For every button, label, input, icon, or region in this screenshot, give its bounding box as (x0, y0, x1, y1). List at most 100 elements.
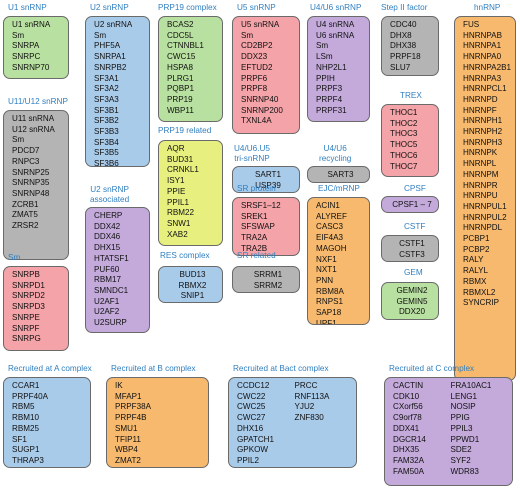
sm-title: Sm (8, 253, 21, 262)
protein-label: SNRNP35 (12, 178, 50, 188)
protein-label: U5 snRNA (241, 20, 280, 29)
protein-label: BUD31 (167, 154, 194, 164)
protein-label: RBM8A (316, 286, 344, 296)
protein-label: SF3A2 (94, 84, 119, 94)
u4u6rec-title-line: recycling (319, 154, 352, 163)
protein-label: PRPF4B (115, 413, 147, 423)
protein-label: CXorf56 (393, 402, 423, 412)
protein-label: SART3 (327, 170, 354, 179)
protein-label: CWC27 (237, 413, 266, 423)
protein-label: SAP18 (316, 308, 342, 318)
protein-label: PRP19 (167, 94, 193, 104)
protein-label: ZMAT2 (115, 455, 141, 465)
cstf-box: CSTF1 CSTF3 (381, 235, 439, 262)
protein-label: XAB2 (167, 229, 188, 239)
srrel-title: SR related (237, 251, 276, 260)
protein-label: C9orf78 (393, 413, 422, 423)
protein-label: LENG1 (450, 391, 478, 401)
prp19rel-title: PRP19 related (158, 126, 212, 135)
protein-label: DDX20 (398, 307, 426, 317)
u2-box: U2 snRNA Sm PHF5A SNRPA1 SNRPB2 SF3A1 SF3A2 SF3… (85, 16, 150, 167)
protein-label: HNRNPA0 (463, 52, 502, 62)
u4u6rec-box: SART3 (307, 166, 370, 183)
protein-label: ZCRB1 (12, 199, 39, 209)
cpsf-title: CPSF (404, 184, 426, 193)
protein-label: CWC22 (237, 391, 266, 401)
protein-label: ZNF830 (294, 413, 324, 423)
protein-label: THOC5 (390, 140, 418, 150)
protein-label: GPKOW (237, 445, 269, 455)
protein-label: SNRPE (12, 312, 40, 322)
protein-label: DHX16 (237, 423, 264, 433)
protein-label: HNRNPD (463, 94, 498, 104)
protein-label: PRPF40A (12, 391, 48, 401)
protein-label: DDX23 (241, 52, 268, 62)
protein-label: SFSWAP (241, 222, 275, 232)
protein-label: SYNCRIP (463, 298, 499, 308)
protein-label: SF3B5 (94, 148, 119, 158)
protein-label: SNRPA1 (94, 52, 126, 62)
protein-label: DDX41 (393, 423, 420, 433)
protein-label: PLRG1 (167, 73, 194, 83)
u4u6-title: U4/U6 snRNP (310, 3, 362, 12)
protein-label: Sm (316, 41, 329, 51)
protein-label: U11 snRNA (12, 114, 55, 123)
res-box: BUD13 RBMX2 SNIP1 (158, 266, 223, 303)
protein-label: CCDC12 (237, 381, 270, 390)
trex-title: TREX (400, 91, 422, 100)
protein-label: NXF1 (316, 254, 337, 264)
protein-label: PPIL2 (237, 455, 260, 465)
protein-label: U2AF1 (94, 296, 120, 306)
protein-label: NOSIP (450, 402, 476, 412)
protein-label: CCAR1 (12, 381, 40, 390)
protein-label: HNRNPA3 (463, 73, 502, 83)
u5-title: U5 snRNP (237, 3, 276, 12)
protein-label: SF1 (12, 434, 27, 444)
protein-label: PPWD1 (450, 434, 480, 444)
protein-label: PUF60 (94, 264, 120, 274)
res-title: RES complex (160, 251, 210, 260)
protein-label: SNRNP40 (241, 94, 279, 104)
protein-label: HSPA8 (167, 62, 193, 72)
recA-box: CCAR1 PRPF40A RBM5 RBM10 RBM25 SF1 SUGP1 THRAP3 (3, 377, 91, 468)
protein-label: SRRM2 (253, 280, 283, 290)
protein-label: TFIP11 (115, 434, 141, 444)
protein-label: USP39 (255, 180, 281, 190)
recB-box: IK MFAP1 PRPF38A PRPF4B SMU1 TFIP11 WBP4 ZMAT2 (106, 377, 209, 468)
protein-label: RALYL (463, 266, 489, 276)
protein-label: RNPC3 (12, 156, 40, 166)
protein-label: RBM22 (167, 208, 194, 218)
protein-label: SNRPG (12, 334, 41, 344)
protein-label: RNF113A (294, 391, 330, 401)
protein-label: U1 snRNA (12, 20, 51, 29)
protein-label: U2 snRNA (94, 20, 133, 29)
protein-label: SRSF1–12 (241, 201, 281, 210)
u4u6u5-title-line: tri-snRNP (234, 154, 270, 163)
protein-label: NXT1 (316, 265, 337, 275)
u2assoc-title: U2 snRNP associated (90, 185, 129, 205)
protein-label: THOC7 (390, 161, 418, 171)
protein-label: BCAS2 (167, 20, 194, 29)
protein-label: FAM32A (393, 455, 425, 465)
u4u6rec-title: U4/U6 recycling (319, 144, 351, 164)
protein-label: HNRNPUL1 (463, 201, 507, 211)
protein-label: PRPF38A (115, 402, 151, 412)
protein-label: SNW1 (167, 218, 191, 228)
protein-label: SF3B1 (94, 105, 119, 115)
protein-label: SNRPD1 (12, 280, 45, 290)
protein-label: SF3B4 (94, 137, 119, 147)
protein-label: ACIN1 (316, 201, 340, 210)
recBact-box: CCDC12 CWC22 CWC25 CWC27 DHX16 GPATCH1 GPKOW PP… (228, 377, 357, 468)
protein-label: RBMX2 (178, 280, 207, 290)
u1-box: U1 snRNA Sm SNRPA SNRPC SNRNP70 (3, 16, 69, 79)
protein-label: THOC6 (390, 150, 418, 160)
protein-label: PPIL1 (167, 197, 190, 207)
protein-label: PRPF3 (316, 84, 343, 94)
protein-label: CSTF1 (399, 239, 425, 248)
protein-label: HNRNPM (463, 169, 499, 179)
protein-label: TXNL4A (241, 116, 272, 126)
protein-label: PRPF18 (390, 52, 421, 62)
protein-label: PNN (316, 275, 334, 285)
protein-label: RBM5 (12, 402, 35, 412)
protein-label: PPIL3 (450, 423, 473, 433)
